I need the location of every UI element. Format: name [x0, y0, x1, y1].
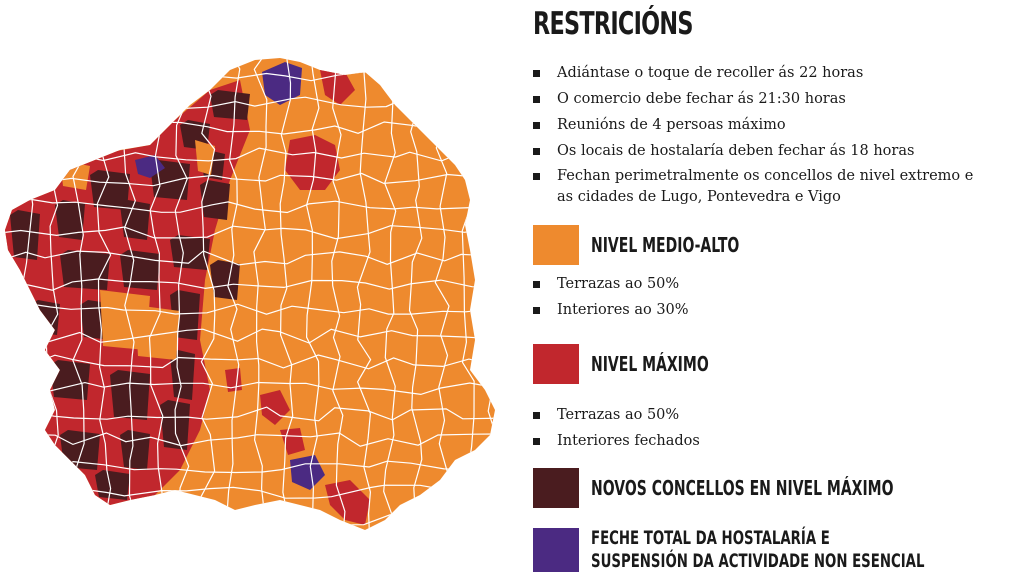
- municipality-border: [356, 58, 372, 530]
- municipality-border: [5, 328, 495, 344]
- municipality-border: [18, 58, 34, 530]
- municipality-border: [5, 381, 495, 396]
- bullet-square-icon: [533, 281, 540, 288]
- list-item: Reunións de 4 persoas máximo: [533, 112, 977, 138]
- map-region-feche: [262, 62, 302, 105]
- map-region-medio-alto: [135, 305, 180, 360]
- bullet-square-icon: [533, 70, 540, 77]
- legend-label-novos: NOVOS CONCELLOS EN NIVEL MÁXIMO: [591, 476, 894, 500]
- map-region-novos: [50, 360, 90, 400]
- municipality-border: [6, 354, 495, 370]
- municipality-border: [486, 58, 495, 530]
- municipality-border: [383, 58, 397, 530]
- maximo-list: Terrazas ao 50% Interiores fechados: [533, 402, 700, 454]
- list-item: Interiores ao 30%: [533, 297, 689, 323]
- list-item: O comercio debe fechar ás 21:30 horas: [533, 86, 977, 112]
- municipality-border: [200, 58, 216, 530]
- list-item: Adiántase o toque de recoller ás 22 hora…: [533, 60, 977, 86]
- map-region-novos: [60, 430, 100, 470]
- medio-alto-list: Terrazas ao 50% Interiores ao 30%: [533, 271, 689, 323]
- bullet-square-icon: [533, 307, 540, 314]
- legend-label-feche: FECHE TOTAL DA HOSTALARÍA E SUSPENSIÓN D…: [591, 527, 925, 572]
- map-region-novos: [210, 260, 240, 300]
- municipality-border: [305, 58, 320, 530]
- list-item: Os locais de hostalaría deben fechar ás …: [533, 138, 977, 164]
- bullet-square-icon: [533, 122, 540, 129]
- restrictions-list: Adiántase o toque de recoller ás 22 hora…: [533, 60, 977, 208]
- legend-swatch-maximo: [533, 344, 579, 384]
- bullet-square-icon: [533, 438, 540, 445]
- municipality-border: [5, 58, 8, 530]
- map-region-novos: [170, 350, 195, 400]
- legend-novos: NOVOS CONCELLOS EN NIVEL MÁXIMO: [533, 466, 1023, 510]
- municipality-border: [279, 58, 294, 530]
- legend-swatch-novos: [533, 468, 579, 508]
- municipality-border: [5, 172, 493, 187]
- bullet-square-icon: [533, 412, 540, 419]
- map-region-novos: [170, 235, 210, 270]
- bullet-square-icon: [533, 173, 540, 180]
- municipality-border: [5, 198, 492, 214]
- municipality-border: [226, 58, 241, 530]
- legend-label-maximo: NIVEL MÁXIMO: [591, 352, 709, 376]
- municipality-border: [5, 250, 489, 266]
- municipality-border: [253, 58, 268, 530]
- map-region-novos: [10, 210, 40, 260]
- municipality-border: [5, 278, 490, 291]
- municipality-border: [331, 58, 346, 530]
- municipality-border: [408, 58, 423, 530]
- legend-maximo: NIVEL MÁXIMO: [533, 342, 759, 386]
- map-region-novos: [120, 430, 150, 470]
- list-item: Terrazas ao 50%: [533, 271, 689, 297]
- map-region-medio-alto: [195, 140, 215, 175]
- map-region-novos: [120, 200, 150, 240]
- list-item: Terrazas ao 50%: [533, 402, 700, 428]
- list-item: Fechan perimetralmente os concellos de n…: [533, 164, 977, 208]
- map-region-maximo: [225, 368, 242, 392]
- page-title: RESTRICIÓNS: [533, 6, 693, 42]
- legend-swatch-feche: [533, 528, 579, 572]
- map-region-novos: [210, 90, 250, 120]
- municipality-border: [5, 511, 495, 526]
- legend-medio-alto: NIVEL MEDIO-ALTO: [533, 223, 803, 267]
- bullet-square-icon: [533, 148, 540, 155]
- legend-swatch-medio-alto: [533, 225, 579, 265]
- map-region-maximo: [320, 70, 355, 105]
- map-region-maximo: [325, 480, 370, 525]
- list-item: Interiores fechados: [533, 428, 700, 454]
- municipality-border: [5, 303, 489, 315]
- municipality-border: [174, 58, 190, 530]
- map-region-novos: [200, 180, 230, 220]
- municipality-border: [5, 406, 495, 422]
- map-region-novos: [55, 200, 85, 240]
- municipality-border: [0, 50, 489, 57]
- municipality-border: [5, 432, 495, 447]
- bullet-square-icon: [533, 96, 540, 103]
- galicia-municipality-map: [0, 50, 495, 550]
- map-region-novos: [60, 250, 110, 290]
- legend-feche: FECHE TOTAL DA HOSTALARÍA E SUSPENSIÓN D…: [533, 526, 1024, 574]
- municipality-border: [0, 537, 488, 550]
- legend-label-medio-alto: NIVEL MEDIO-ALTO: [591, 233, 740, 257]
- map-region-novos: [90, 170, 130, 210]
